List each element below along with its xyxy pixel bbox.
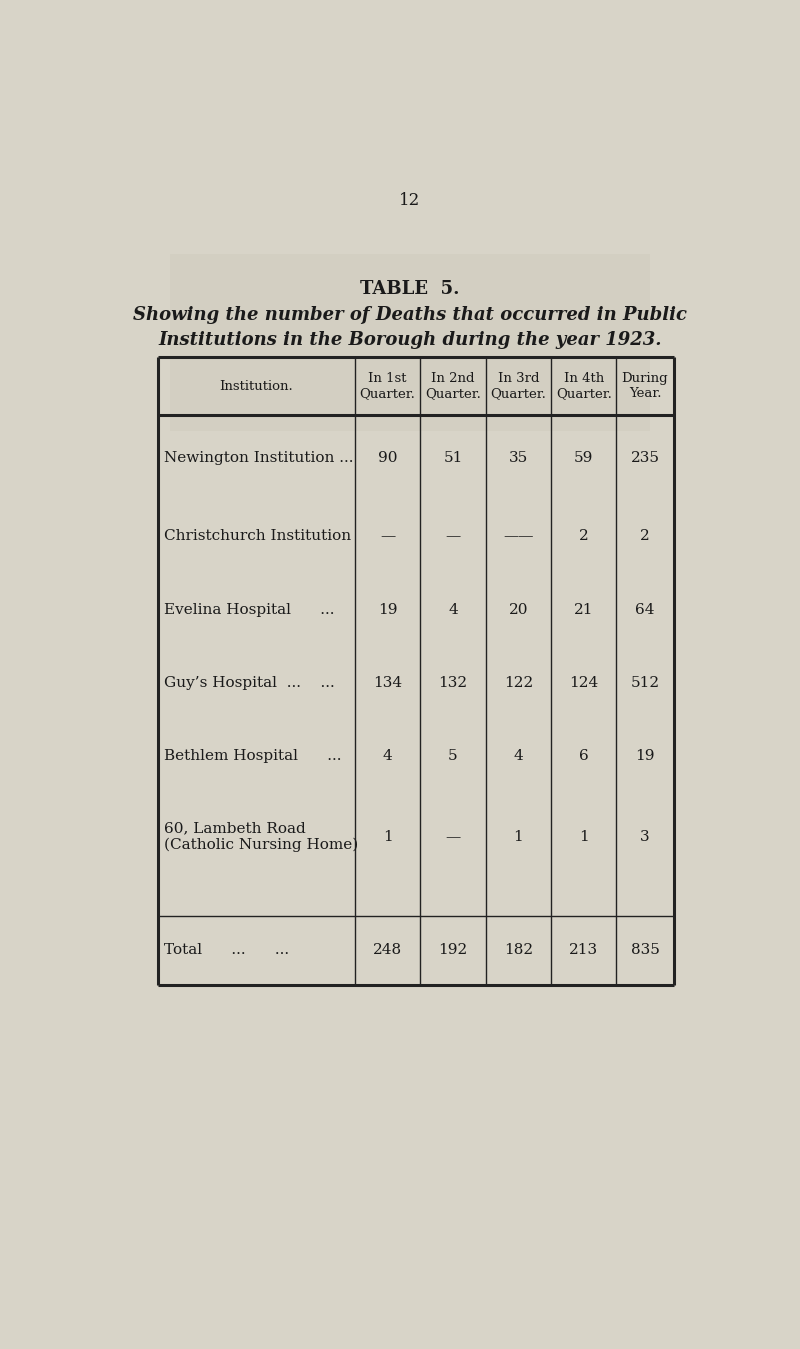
Text: In 4th
Quarter.: In 4th Quarter. [556, 372, 612, 401]
Text: 19: 19 [635, 749, 654, 764]
Text: Showing the number of Deaths that occurred in Public: Showing the number of Deaths that occurr… [133, 306, 687, 324]
Text: 64: 64 [635, 603, 654, 616]
Text: 132: 132 [438, 676, 467, 689]
Text: 182: 182 [504, 943, 533, 958]
Text: 124: 124 [569, 676, 598, 689]
Text: Bethlem Hospital      ...: Bethlem Hospital ... [164, 749, 342, 764]
Text: —: — [380, 530, 395, 544]
Text: 3: 3 [640, 830, 650, 843]
Text: 4: 4 [448, 603, 458, 616]
Text: Newington Institution ...: Newington Institution ... [164, 451, 354, 464]
Text: 21: 21 [574, 603, 594, 616]
Text: 192: 192 [438, 943, 467, 958]
Text: 59: 59 [574, 451, 594, 464]
Text: 12: 12 [399, 192, 421, 209]
Text: 122: 122 [504, 676, 533, 689]
Text: 134: 134 [373, 676, 402, 689]
Text: (Catholic Nursing Home): (Catholic Nursing Home) [164, 838, 358, 853]
Text: Guy’s Hospital  ...    ...: Guy’s Hospital ... ... [164, 676, 335, 689]
Text: 213: 213 [569, 943, 598, 958]
Text: 19: 19 [378, 603, 398, 616]
Text: Institution.: Institution. [220, 380, 294, 393]
Bar [170, 254, 650, 430]
Text: 1: 1 [382, 830, 393, 843]
Text: Evelina Hospital      ...: Evelina Hospital ... [164, 603, 335, 616]
Text: 6: 6 [579, 749, 589, 764]
Text: 235: 235 [630, 451, 659, 464]
Text: 1: 1 [579, 830, 589, 843]
Text: 90: 90 [378, 451, 398, 464]
Text: Institutions in the Borough during the year 1923.: Institutions in the Borough during the y… [158, 331, 662, 348]
Text: TABLE  5.: TABLE 5. [360, 281, 460, 298]
Text: 835: 835 [630, 943, 659, 958]
Text: 35: 35 [509, 451, 528, 464]
Text: 51: 51 [443, 451, 462, 464]
Text: In 1st
Quarter.: In 1st Quarter. [360, 372, 415, 401]
Text: 2: 2 [640, 530, 650, 544]
Text: 4: 4 [382, 749, 393, 764]
Text: During
Year.: During Year. [622, 372, 668, 401]
Text: 20: 20 [509, 603, 528, 616]
Text: In 2nd
Quarter.: In 2nd Quarter. [425, 372, 481, 401]
Text: 512: 512 [630, 676, 659, 689]
Text: 4: 4 [514, 749, 523, 764]
Text: 2: 2 [579, 530, 589, 544]
Text: —: — [446, 830, 461, 843]
Text: In 3rd
Quarter.: In 3rd Quarter. [490, 372, 546, 401]
Text: 248: 248 [373, 943, 402, 958]
Text: ——: —— [503, 530, 534, 544]
Text: Total      ...      ...: Total ... ... [164, 943, 290, 958]
Text: 1: 1 [514, 830, 523, 843]
Text: 5: 5 [448, 749, 458, 764]
Text: —: — [446, 530, 461, 544]
Text: Christchurch Institution: Christchurch Institution [164, 530, 351, 544]
Text: 60, Lambeth Road: 60, Lambeth Road [164, 822, 306, 835]
